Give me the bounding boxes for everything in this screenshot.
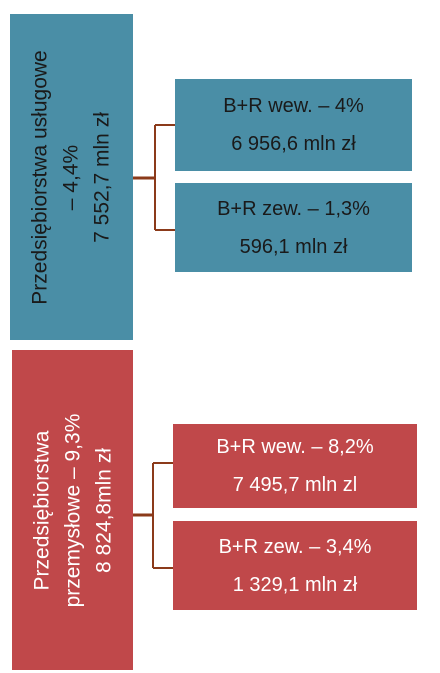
industry-parent-line-2: przemysłowe – 9,3% [61,413,84,607]
industry-child-external: B+R zew. – 3,4% 1 329,1 mln zł [173,521,417,610]
services-child-internal-line-2: 6 956,6 mln zł [231,133,356,155]
services-parent-line-1: Przedsiębiorstwa usługowe [29,49,52,305]
industry-parent-text: Przedsiębiorstwa przemysłowe – 9,3% 8 82… [26,413,119,607]
services-parent-line-3: 7 552,7 mln zł [91,111,114,243]
industry-child-external-line-2: 1 329,1 mln zł [232,573,358,596]
connector-services [133,124,175,231]
services-child-internal: B+R wew. – 4% 6 956,6 mln zł [175,79,412,171]
services-parent-text: Przedsiębiorstwa usługowe – 4,4% 7 552,7… [25,50,118,304]
industry-child-external-line-1: B+R zew. – 3,4% [218,535,372,558]
connector-industry [133,462,173,569]
services-parent-box: Przedsiębiorstwa usługowe – 4,4% 7 552,7… [10,14,133,340]
industry-child-internal-line-2: 7 495,7 mln zl [232,474,358,496]
services-parent-line-2: – 4,4% [60,144,83,210]
industry-child-internal-line-1: B+R wew. – 8,2% [216,436,374,458]
industry-parent-line-1: Przedsiębiorstwa [30,430,53,590]
services-child-external-line-1: B+R zew. – 1,3% [217,197,370,220]
services-child-external-line-2: 596,1 mln zł [239,235,348,258]
industry-parent-line-3: 8 824,8mln zł [92,447,115,573]
industry-child-internal: B+R wew. – 8,2% 7 495,7 mln zl [173,424,417,508]
services-child-external: B+R zew. – 1,3% 596,1 mln zł [175,183,412,272]
industry-parent-box: Przedsiębiorstwa przemysłowe – 9,3% 8 82… [12,350,133,670]
services-child-internal-line-1: B+R wew. – 4% [223,95,364,117]
